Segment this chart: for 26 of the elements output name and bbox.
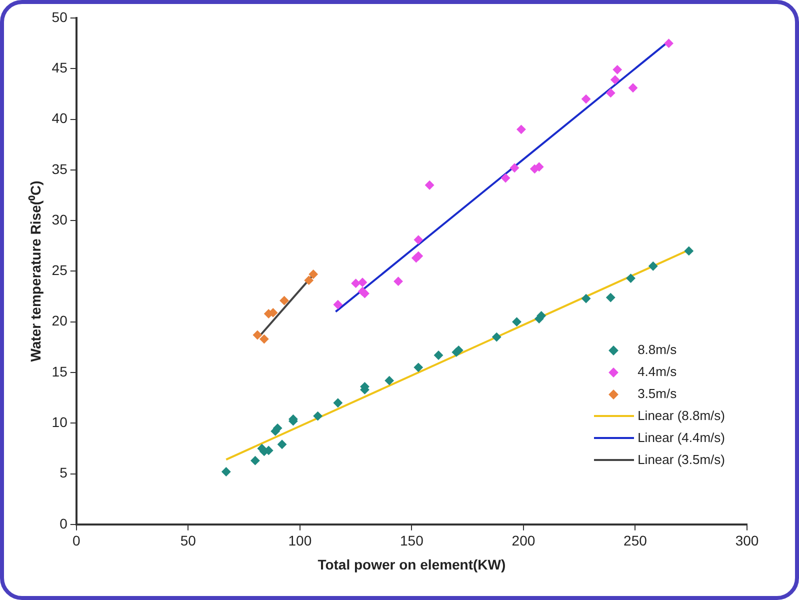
legend-label: 3.5m/s (638, 385, 677, 403)
y-tick-label: 45 (52, 60, 68, 76)
legend-label: Linear (3.5m/s) (638, 451, 725, 469)
y-tick-label: 20 (52, 312, 68, 329)
y-tick-label: 35 (52, 160, 68, 177)
y-tick-label: 25 (52, 262, 68, 278)
y-tick-label: 0 (60, 515, 68, 532)
legend-label: Linear (4.4m/s) (638, 429, 725, 447)
y-axis-title: Water temperature Rise(⁰C) (27, 180, 44, 362)
x-tick-label: 50 (180, 532, 196, 549)
y-tick-label: 50 (52, 8, 68, 25)
x-tick-label: 100 (288, 532, 312, 549)
y-tick-label: 10 (52, 414, 68, 430)
x-tick-label: 300 (735, 532, 759, 549)
legend-label: 4.4m/s (638, 363, 677, 381)
x-tick-label: 200 (512, 532, 536, 549)
y-tick-label: 15 (52, 363, 68, 380)
legend-label: Linear (8.8m/s) (638, 407, 725, 425)
y-tick-label: 40 (52, 110, 68, 126)
x-tick-label: 250 (624, 532, 648, 549)
x-tick-label: 150 (400, 532, 424, 549)
x-axis-title: Total power on element(KW) (318, 556, 506, 572)
y-tick-label: 30 (52, 211, 68, 228)
x-tick-label: 0 (72, 532, 80, 549)
legend-label: 8.8m/s (638, 341, 677, 359)
y-tick-label: 5 (60, 464, 68, 481)
